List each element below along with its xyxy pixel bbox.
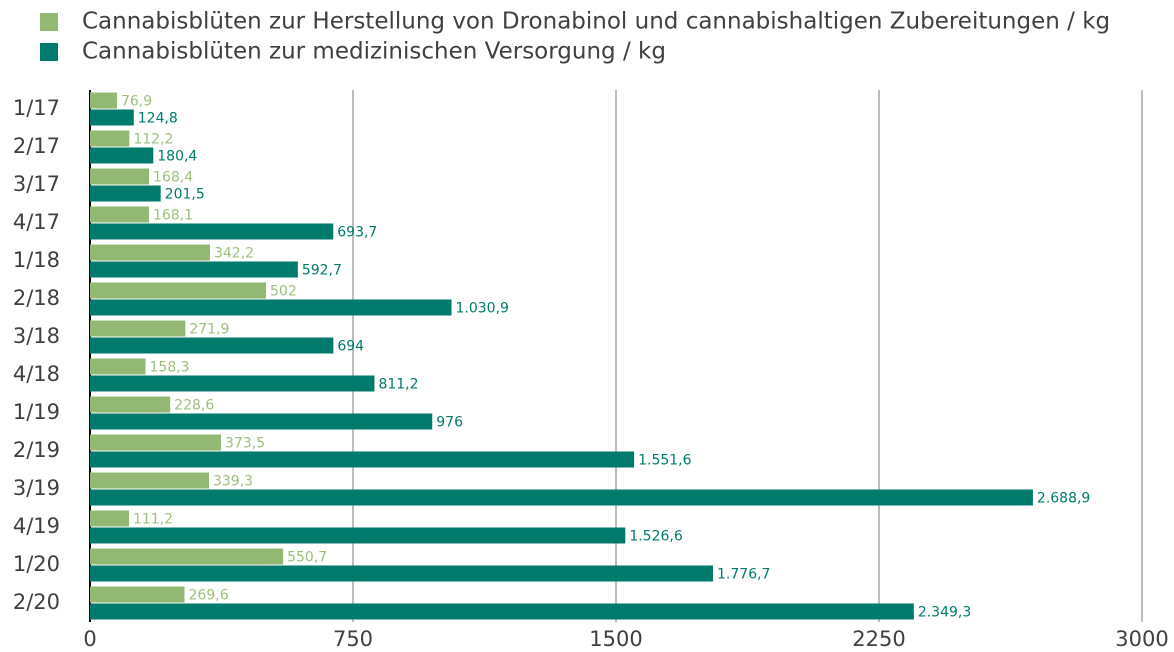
- value-label: 1.030,9: [456, 301, 509, 317]
- value-label: 1.526,6: [629, 529, 683, 545]
- bar: [90, 206, 149, 223]
- y-tick-label: 4/17: [13, 210, 60, 234]
- value-label: 550,7: [287, 550, 327, 566]
- bar: [90, 396, 171, 413]
- value-label: 158,3: [150, 360, 190, 376]
- y-tick-label: 4/18: [13, 362, 60, 386]
- y-tick-label: 3/18: [13, 324, 60, 348]
- value-label: 976: [436, 415, 463, 431]
- value-label: 76,9: [121, 94, 152, 110]
- bar: [90, 451, 635, 468]
- bar: [90, 586, 185, 603]
- y-tick-label: 2/17: [13, 134, 60, 158]
- bar: [90, 527, 626, 544]
- bar: [90, 358, 146, 375]
- bar: [90, 130, 130, 147]
- value-label: 2.349,3: [918, 605, 971, 621]
- y-tick-label: 1/17: [13, 96, 60, 120]
- bar: [90, 337, 334, 354]
- bar: [90, 320, 186, 337]
- bar: [90, 223, 334, 240]
- bar: [90, 510, 129, 527]
- y-tick-label: 2/20: [13, 590, 60, 614]
- legend-swatch: [40, 43, 58, 61]
- bar: [90, 548, 284, 565]
- value-label: 111,2: [133, 512, 173, 528]
- value-label: 694: [337, 339, 364, 355]
- value-label: 168,1: [153, 208, 193, 224]
- y-tick-label: 3/19: [13, 476, 60, 500]
- bar: [90, 92, 117, 109]
- bar: [90, 603, 914, 620]
- y-tick-label: 2/19: [13, 438, 60, 462]
- value-label: 271,9: [189, 322, 229, 338]
- value-label: 1.776,7: [717, 567, 770, 583]
- y-tick-label: 1/18: [13, 248, 60, 272]
- bar: [90, 299, 452, 316]
- value-label: 592,7: [302, 263, 342, 279]
- value-label: 124,8: [138, 111, 178, 127]
- value-label: 693,7: [337, 225, 377, 241]
- bar: [90, 565, 714, 582]
- bar: [90, 434, 221, 451]
- value-label: 201,5: [165, 187, 205, 203]
- bar: [90, 261, 298, 278]
- value-label: 2.688,9: [1037, 491, 1090, 507]
- bar: [90, 168, 150, 185]
- y-tick-label: 4/19: [13, 514, 60, 538]
- value-label: 269,6: [189, 588, 229, 604]
- x-tick-label: 2250: [852, 627, 905, 651]
- y-tick-label: 3/17: [13, 172, 60, 196]
- bar: [90, 489, 1033, 506]
- x-tick-label: 3000: [1115, 627, 1168, 651]
- legend-label: Cannabisblüten zur medizinischen Versorg…: [82, 39, 666, 65]
- bar: [90, 109, 134, 126]
- value-label: 180,4: [157, 149, 197, 165]
- value-label: 373,5: [225, 436, 265, 452]
- value-label: 339,3: [213, 474, 253, 490]
- value-label: 112,2: [133, 132, 173, 148]
- value-label: 168,4: [153, 170, 193, 186]
- legend-label: Cannabisblüten zur Herstellung von Drona…: [82, 9, 1110, 35]
- bar: [90, 244, 210, 261]
- value-label: 502: [270, 284, 297, 300]
- y-tick-label: 2/18: [13, 286, 60, 310]
- value-label: 228,6: [174, 398, 214, 414]
- value-label: 342,2: [214, 246, 254, 262]
- value-label: 811,2: [378, 377, 418, 393]
- bar: [90, 282, 267, 299]
- bar: [90, 413, 433, 430]
- bar: [90, 185, 161, 202]
- bar: [90, 147, 154, 164]
- x-tick-label: 1500: [589, 627, 642, 651]
- bar: [90, 472, 209, 489]
- y-tick-label: 1/19: [13, 400, 60, 424]
- legend-swatch: [40, 13, 58, 31]
- y-tick-label: 1/20: [13, 552, 60, 576]
- x-tick-label: 0: [83, 627, 96, 651]
- value-label: 1.551,6: [638, 453, 692, 469]
- x-tick-label: 750: [333, 627, 373, 651]
- bar: [90, 375, 375, 392]
